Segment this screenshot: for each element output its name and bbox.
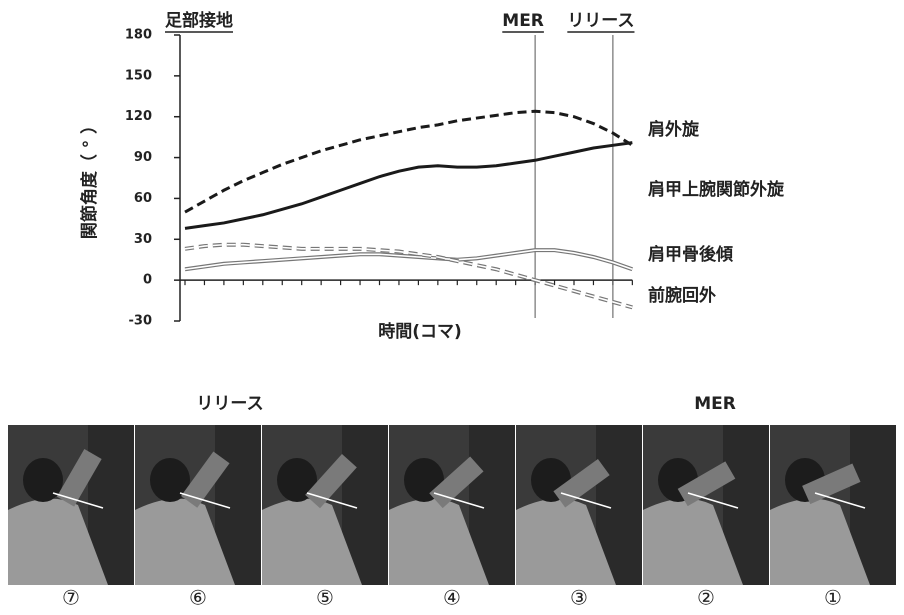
series-label: 肩甲骨後傾 (648, 244, 734, 265)
y-tick-label: -30 (129, 314, 153, 329)
event-label: MER (502, 11, 544, 31)
y-tick-label: 180 (125, 28, 152, 43)
series-line (185, 111, 632, 212)
series-label: 肩外旋 (648, 119, 700, 140)
series-label: 前腕回外 (648, 285, 716, 306)
y-axis-label: 関節角度（ ° ） (79, 117, 100, 239)
photo-caption: MER (694, 394, 736, 414)
y-tick-label: 60 (134, 191, 152, 206)
frame-number: ③ (570, 586, 588, 610)
frame-number: ② (697, 586, 715, 610)
page: {"chart_data": {"type": "line", "y_label… (0, 0, 904, 615)
y-tick-label: 0 (143, 273, 152, 288)
frame-number: ⑦ (62, 586, 80, 610)
series-line (185, 143, 632, 229)
y-tick-label: 150 (125, 68, 152, 83)
series-label: 肩甲上腕関節外旋 (648, 179, 785, 200)
frame-number: ⑥ (189, 586, 207, 610)
photo-caption: リリース (196, 394, 263, 414)
x-axis-label: 時間(コマ) (378, 321, 462, 342)
frame-number: ④ (443, 586, 461, 610)
frame-number: ① (824, 586, 842, 610)
photo-head (23, 458, 63, 502)
y-tick-label: 90 (134, 150, 152, 165)
event-label: 足部接地 (165, 10, 233, 31)
series-line (185, 245, 632, 308)
y-tick-label: 30 (134, 232, 152, 247)
y-tick-label: 120 (125, 109, 152, 124)
frame-number: ⑤ (316, 586, 334, 610)
event-label: リリース (567, 11, 634, 31)
figure: 関節角度（ ° ） 時間(コマ) リリース MER -30 0 30 60 90 120 1… (0, 0, 904, 611)
